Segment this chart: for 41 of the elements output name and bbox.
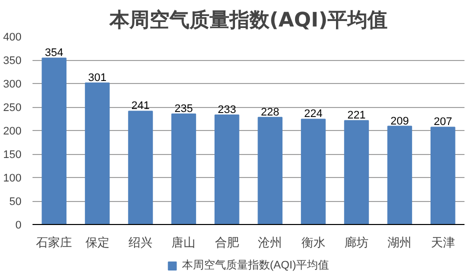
data-label: 224 xyxy=(304,108,322,120)
data-label: 233 xyxy=(218,104,236,116)
y-tick-label: 300 xyxy=(3,78,22,90)
x-tick-label: 合肥 xyxy=(214,236,239,250)
legend-label: 本周空气质量指数(AQI)平均值 xyxy=(182,258,330,272)
data-label: 228 xyxy=(260,106,280,118)
y-tick-label: 150 xyxy=(3,149,22,161)
y-tick-label: 400 xyxy=(3,32,22,44)
bar xyxy=(430,126,456,224)
bar xyxy=(300,118,326,224)
bar xyxy=(42,58,66,224)
x-tick-label: 沧州 xyxy=(258,236,282,250)
bar xyxy=(84,82,110,224)
x-tick-label: 绍兴 xyxy=(128,236,152,250)
data-label: 301 xyxy=(88,72,106,84)
y-tick-label: 50 xyxy=(9,196,22,208)
bar xyxy=(128,110,153,224)
data-label: 209 xyxy=(390,115,409,128)
x-tick-label: 廊坊 xyxy=(344,236,368,250)
data-label: 354 xyxy=(44,47,64,60)
bar xyxy=(387,126,412,224)
data-label: 221 xyxy=(347,110,366,122)
x-tick-label: 湖州 xyxy=(388,236,412,250)
x-tick-label: 保定 xyxy=(85,236,110,250)
chart-title: 本周空气质量指数(AQI)平均值 xyxy=(108,8,388,32)
y-tick-label: 350 xyxy=(3,55,22,67)
y-tick-label: 200 xyxy=(3,126,22,138)
y-tick-label: 250 xyxy=(3,102,22,114)
x-tick-label: 衡水 xyxy=(301,236,326,250)
x-tick-label: 唐山 xyxy=(172,236,196,250)
data-label: 235 xyxy=(174,103,193,116)
y-tick-label: 100 xyxy=(3,172,22,184)
data-label: 207 xyxy=(434,116,452,128)
bar xyxy=(171,114,196,224)
x-tick-label: 天津 xyxy=(430,236,455,250)
bar xyxy=(344,120,369,224)
data-label: 241 xyxy=(131,100,150,112)
x-tick-label: 石家庄 xyxy=(36,236,72,250)
y-tick-label: 0 xyxy=(15,220,22,232)
bar xyxy=(258,116,282,224)
bar xyxy=(214,114,240,224)
